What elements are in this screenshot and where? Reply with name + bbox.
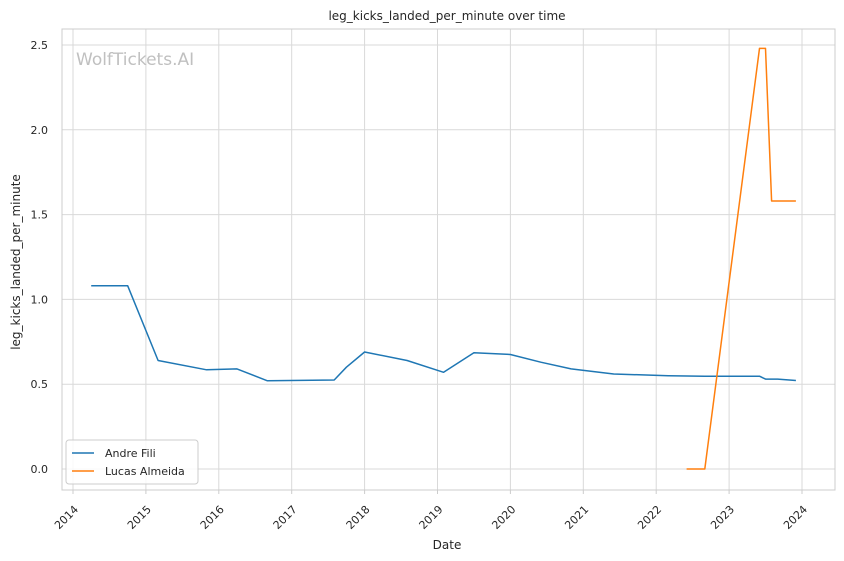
grid [62,29,835,490]
legend: Andre Fili Lucas Almeida [65,439,199,485]
series-lines [91,47,796,470]
y-tick-label: 2.5 [31,39,49,52]
x-tick-label: 2021 [562,503,591,532]
y-tick-label: 0.5 [31,378,49,391]
watermark-text: WolfTickets.AI [76,50,194,70]
y-tick-label: 0.0 [31,463,49,476]
x-tick-label: 2024 [781,503,810,532]
y-tick-label: 2.0 [31,124,49,137]
x-tick-label: 2023 [708,503,737,532]
x-tick-label: 2022 [635,503,664,532]
y-tick-label: 1.5 [31,209,49,222]
y-tick-labels: 0.0 0.5 1.0 1.5 2.0 2.5 [31,39,49,476]
plot-frame [61,28,836,491]
x-tick-label: 2016 [198,503,227,532]
legend-label: Lucas Almeida [105,465,185,478]
series-line [91,285,796,382]
chart-title: leg_kicks_landed_per_minute over time [328,9,565,23]
series-line [686,47,796,470]
y-tick-label: 1.0 [31,293,49,306]
x-tick-label: 2020 [489,503,518,532]
x-tick-labels: 2014 2015 2016 2017 2018 2019 2020 2021 2022 2023… [52,490,810,532]
y-axis-label: leg_kicks_landed_per_minute [9,174,23,350]
legend-box [65,439,199,485]
x-tick-label: 2019 [417,503,446,532]
x-axis-label: Date [433,538,462,552]
x-tick-label: 2014 [52,503,81,532]
x-tick-label: 2018 [344,503,373,532]
x-tick-label: 2015 [125,503,154,532]
legend-label: Andre Fili [105,447,156,460]
x-tick-label: 2017 [271,503,300,532]
